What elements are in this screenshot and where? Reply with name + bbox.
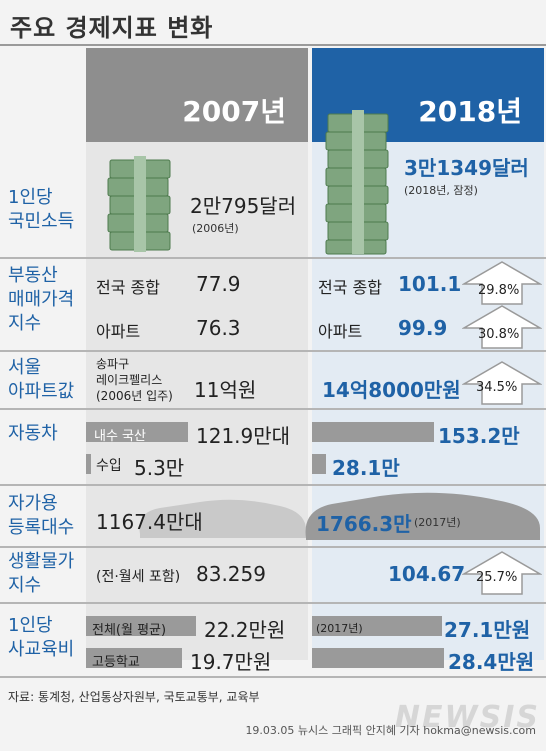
up-arrow-icon	[462, 261, 542, 305]
education-total-bar-2018	[312, 616, 442, 636]
category-seoul-apt: 서울 아파트값	[8, 357, 75, 402]
gni-2018-note: (2018년, 잠정)	[404, 184, 478, 197]
row-divider	[0, 546, 546, 548]
row-divider	[0, 257, 546, 259]
up-arrow-icon	[462, 305, 542, 349]
cpi-label: (전·월세 포함)	[96, 569, 181, 585]
gni-2007-note: (2006년)	[192, 222, 239, 235]
seoul-apt-pct: 34.5%	[476, 380, 518, 395]
registered-2007-value: 1167.4만대	[96, 510, 203, 534]
education-hs-bar-2018	[312, 648, 444, 668]
category-cars: 자동차	[8, 423, 58, 444]
housing-row-label: 아파트	[318, 322, 363, 341]
education-hs-2018-value: 28.4만원	[448, 650, 535, 674]
housing-row-label: 전국 종합	[318, 278, 382, 297]
cars-domestic-2018-value: 153.2만	[438, 424, 520, 448]
cars-import-label: 수입	[96, 458, 122, 474]
registered-2018-value: 1766.3만	[316, 512, 412, 536]
education-hs-2007-value: 19.7만원	[190, 650, 272, 674]
seoul-apt-2018-value: 14억8000만원	[322, 378, 461, 402]
education-total-note: (2017년)	[316, 622, 363, 635]
housing-2007-value: 76.3	[196, 316, 241, 340]
title-divider	[0, 44, 546, 46]
category-housing: 부동산 매매가격 지수	[8, 265, 75, 334]
money-stack-icon	[107, 156, 171, 252]
housing-2018-value: 99.9	[398, 316, 448, 340]
category-cpi: 생활물가 지수	[8, 551, 75, 596]
education-hs-bar-2007	[86, 648, 182, 668]
cars-domestic-bar-2007	[86, 422, 188, 442]
housing-2018-value: 101.1	[398, 272, 462, 296]
category-registered: 자가용 등록대수	[8, 493, 75, 538]
up-arrow-icon	[462, 361, 542, 405]
car-silhouette-icon	[305, 492, 540, 540]
cpi-2018-value: 104.67	[388, 562, 466, 586]
row-divider	[0, 602, 546, 604]
education-total-2007-value: 22.2만원	[204, 618, 286, 642]
row-divider	[0, 408, 546, 410]
housing-row-label: 전국 종합	[96, 278, 160, 297]
housing-pct: 30.8%	[478, 327, 520, 342]
education-total-bar-2007	[86, 616, 196, 636]
cars-domestic-label: 내수 국산	[94, 429, 146, 444]
seoul-apt-2007-value: 11억원	[194, 378, 257, 402]
housing-row-label: 아파트	[96, 322, 141, 341]
up-arrow-icon	[462, 551, 542, 595]
housing-2007-value: 77.9	[196, 272, 241, 296]
credit-line: 19.03.05 뉴시스 그래픽 안지혜 기자 hokma@newsis.com	[245, 724, 536, 737]
education-hs-label: 고등학교	[92, 655, 140, 670]
seoul-apt-label: 송파구 레이크펠리스 (2006년 입주)	[96, 357, 173, 403]
cars-domestic-2007-value: 121.9만대	[196, 424, 291, 448]
registered-2018-note: (2017년)	[414, 516, 461, 529]
row-divider	[0, 484, 546, 486]
column-2007-bg	[86, 48, 308, 660]
category-gni: 1인당 국민소득	[8, 187, 75, 232]
housing-pct: 29.8%	[478, 283, 520, 298]
gni-2018-value: 3만1349달러	[404, 156, 529, 180]
row-divider	[0, 676, 546, 678]
row-divider	[0, 350, 546, 352]
cars-import-2007-value: 5.3만	[134, 456, 185, 480]
cars-domestic-bar-2018	[312, 422, 434, 442]
education-total-2018-value: 27.1만원	[444, 618, 531, 642]
money-stack-tall-icon	[325, 110, 389, 255]
car-silhouette-icon	[139, 499, 306, 538]
cars-import-2018-value: 28.1만	[332, 456, 400, 480]
cpi-2007-value: 83.259	[196, 562, 266, 586]
gni-2007-value: 2만795달러	[190, 194, 297, 218]
header-2007: 2007년	[86, 48, 308, 142]
page-title: 주요 경제지표 변화	[10, 14, 214, 42]
watermark: NEWSIS	[394, 700, 540, 735]
cars-import-bar-2018	[312, 454, 326, 474]
category-education: 1인당 사교육비	[8, 615, 75, 660]
cars-import-bar-2007	[86, 454, 91, 474]
source-note: 자료: 통계청, 산업통상자원부, 국토교통부, 교육부	[8, 690, 260, 704]
cpi-pct: 25.7%	[476, 570, 518, 585]
education-total-label: 전체(월 평균)	[92, 623, 167, 638]
